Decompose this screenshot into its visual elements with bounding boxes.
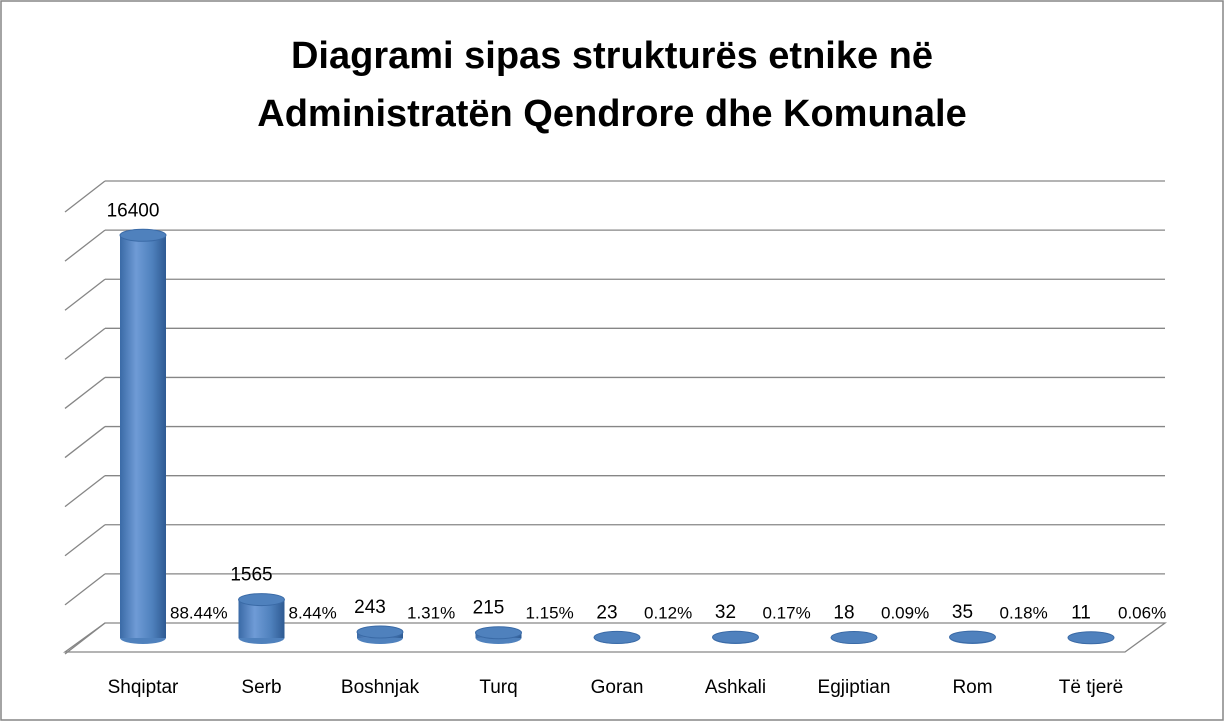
percent-label: 0.06% (1118, 603, 1166, 622)
floor (62, 622, 1168, 653)
x-tick-label: Boshnjak (341, 677, 420, 698)
grid-line (64, 475, 106, 508)
bar-top (1067, 631, 1115, 645)
data-label: 35 (952, 602, 973, 623)
grid-line (64, 327, 106, 360)
bar-body (120, 235, 166, 639)
bar-top (593, 630, 641, 644)
x-tick-label: Goran (591, 677, 644, 698)
data-label: 16400 (107, 200, 160, 221)
bar (238, 593, 285, 644)
data-label: 23 (596, 602, 617, 623)
grid-line (64, 426, 106, 459)
percent-label: 0.18% (1000, 603, 1048, 622)
x-tick-label: Turq (479, 677, 517, 698)
grid-line (64, 573, 106, 606)
bar (593, 630, 641, 644)
bar-top (712, 630, 759, 644)
bar-top (356, 625, 404, 639)
grid-line (64, 376, 106, 409)
grid-line (64, 229, 106, 262)
bar (1067, 631, 1115, 645)
bar (949, 630, 996, 644)
x-tick-label: Rom (952, 677, 992, 698)
data-label: 11 (1071, 603, 1091, 624)
bar-top (830, 631, 878, 645)
bar (475, 626, 522, 644)
data-label: 18 (833, 603, 854, 624)
bar-top (475, 626, 522, 640)
data-label: 1565 (230, 565, 272, 586)
bar (712, 630, 759, 644)
bar-top (949, 630, 996, 644)
grid-line (64, 278, 106, 311)
percent-label: 0.17% (763, 603, 811, 622)
x-tick-label: Egjiptian (818, 677, 891, 698)
bar (830, 631, 878, 645)
grid-line (64, 622, 106, 655)
percent-label: 0.09% (881, 603, 929, 622)
x-tick-label: Ashkali (705, 677, 766, 698)
bar-top (119, 228, 167, 242)
chart-title: Administratën Qendrore dhe Komunale (257, 93, 966, 135)
x-tick-label: Shqiptar (108, 677, 179, 698)
bar (119, 228, 167, 644)
data-label: 243 (354, 597, 386, 618)
bar-top (238, 593, 285, 607)
data-label: 32 (715, 602, 736, 623)
grid-line (64, 524, 106, 557)
chart-title: Diagrami sipas strukturës etnike në (291, 35, 933, 77)
data-label: 215 (473, 598, 505, 619)
grid-line (64, 180, 106, 213)
percent-label: 88.44% (170, 603, 228, 622)
bar (356, 625, 404, 644)
percent-label: 8.44% (289, 603, 337, 622)
percent-label: 1.31% (407, 603, 455, 622)
x-tick-label: Të tjerë (1059, 677, 1123, 698)
percent-label: 1.15% (526, 603, 574, 622)
percent-label: 0.12% (644, 603, 692, 622)
x-tick-label: Serb (241, 677, 281, 698)
